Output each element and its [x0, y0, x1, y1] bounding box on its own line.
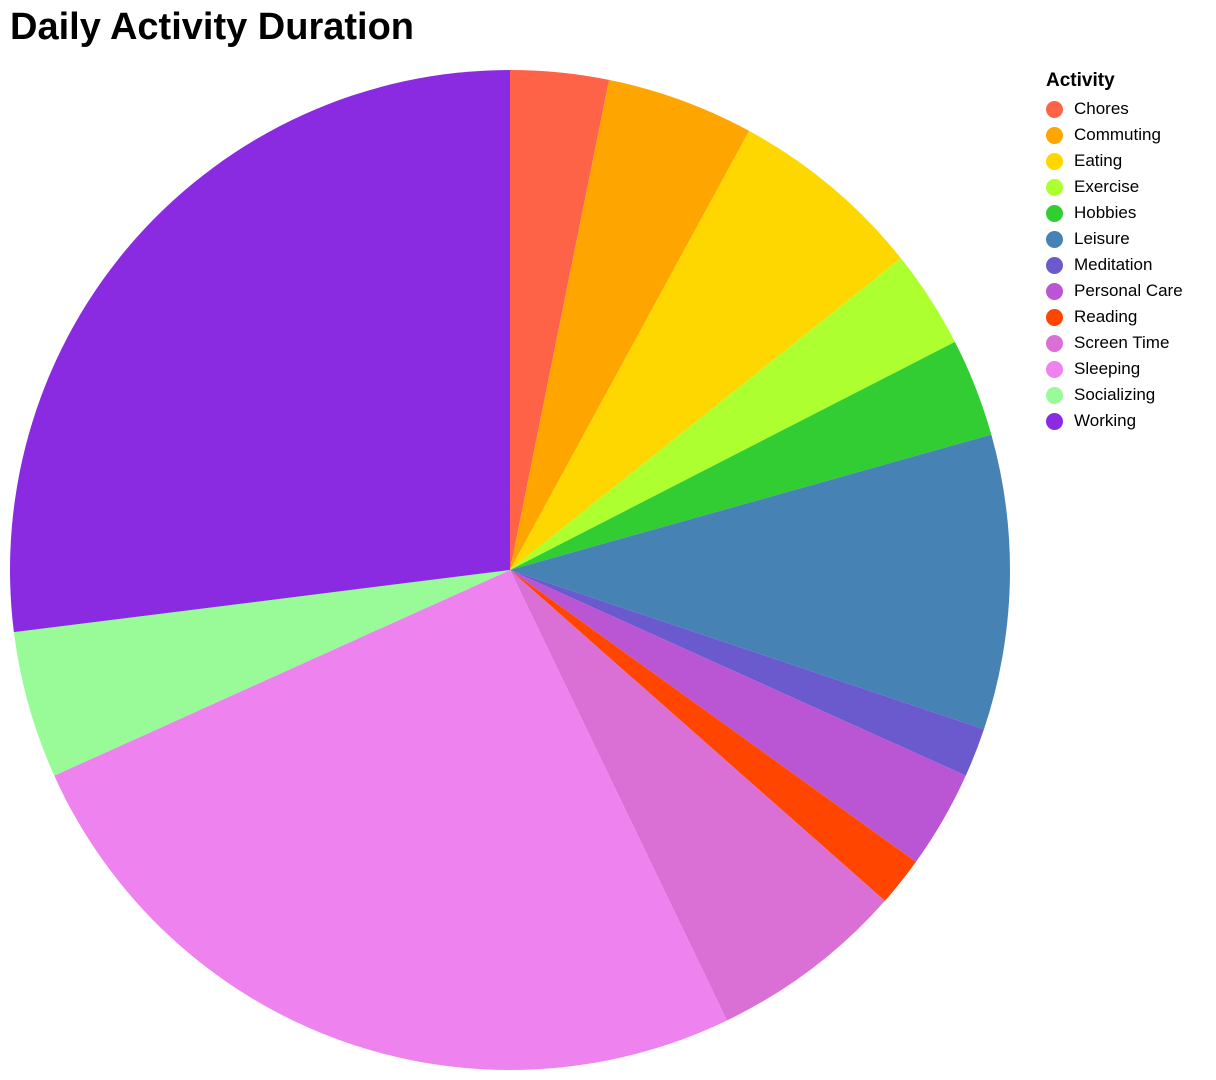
legend-item-hobbies: Hobbies [1046, 200, 1183, 226]
legend-items: Chores Commuting Eating Exercise Hobbies Leis… [1046, 96, 1183, 434]
legend-swatch [1046, 256, 1063, 274]
legend-swatch [1046, 100, 1063, 118]
legend-title: Activity [1046, 70, 1115, 91]
legend-swatch [1046, 360, 1063, 378]
pie-slice-socializing [13, 570, 510, 776]
legend-swatch [1046, 282, 1063, 300]
legend-swatch [1046, 230, 1063, 248]
legend-item-leisure: Leisure [1046, 226, 1183, 252]
legend-item-reading: Reading [1046, 304, 1183, 330]
legend-label: Personal Care [1074, 281, 1183, 300]
pie-slice-reading [510, 570, 916, 901]
legend-swatch [1046, 412, 1063, 430]
legend-swatch [1046, 204, 1063, 222]
legend-label: Socializing [1074, 385, 1156, 404]
legend-item-eating: Eating [1046, 148, 1183, 174]
legend-item-screen-time: Screen Time [1046, 330, 1183, 356]
pie-slice-exercise [510, 258, 955, 570]
legend-label: Reading [1074, 307, 1138, 326]
legend-label: Meditation [1074, 255, 1153, 274]
legend-item-chores: Chores [1046, 96, 1183, 122]
legend-label: Eating [1074, 151, 1123, 170]
legend-swatch [1046, 152, 1063, 170]
legend-item-personal-care: Personal Care [1046, 278, 1183, 304]
legend-label: Leisure [1074, 229, 1130, 248]
pie-slice-hobbies [510, 341, 992, 570]
legend-label: Sleeping [1074, 359, 1141, 378]
pie-slice-leisure [510, 434, 1010, 730]
legend-label: Exercise [1074, 177, 1140, 196]
legend-label: Working [1074, 411, 1137, 430]
legend-label: Commuting [1074, 125, 1161, 144]
pie-slice-commuting [510, 79, 750, 570]
pie-slice-personal-care [510, 570, 966, 862]
chart-title: Daily Activity Duration [10, 6, 415, 48]
legend-item-working: Working [1046, 408, 1183, 434]
legend-item-meditation: Meditation [1046, 252, 1183, 278]
legend-item-exercise: Exercise [1046, 174, 1183, 200]
pie-slice-working [9, 70, 510, 633]
legend-label: Hobbies [1074, 203, 1137, 222]
legend: Activity Chores Commuting Eating Exercise Ho… [1046, 70, 1183, 434]
legend-item-sleeping: Sleeping [1046, 356, 1183, 382]
legend-label: Screen Time [1074, 333, 1170, 352]
legend-swatch [1046, 334, 1063, 352]
legend-item-commuting: Commuting [1046, 122, 1183, 148]
legend-label: Chores [1074, 99, 1129, 118]
pie-slice-screen-time [510, 570, 885, 1021]
legend-swatch [1046, 386, 1063, 404]
pie-slice-chores [510, 70, 610, 570]
legend-swatch [1046, 178, 1063, 196]
pie-slice-sleeping [54, 570, 727, 1070]
legend-swatch [1046, 126, 1063, 144]
pie-slice-eating [510, 130, 901, 570]
legend-item-socializing: Socializing [1046, 382, 1183, 408]
pie-slice-meditation [510, 570, 984, 776]
legend-swatch [1046, 308, 1063, 326]
